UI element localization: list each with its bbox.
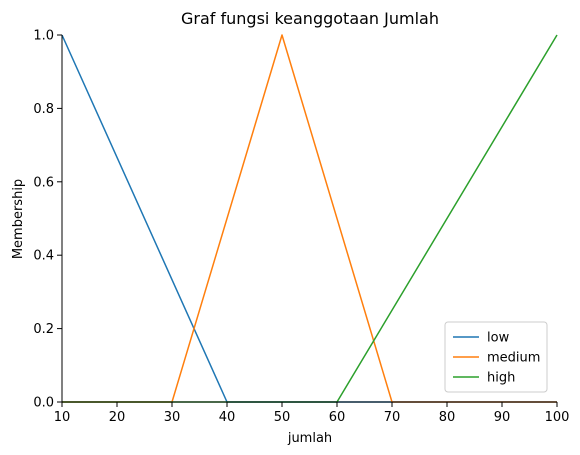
x-tick-label: 90 (494, 410, 511, 425)
x-tick-label: 20 (109, 410, 126, 425)
y-tick-label: 0.6 (33, 175, 54, 190)
y-axis-title: Membership (11, 179, 26, 259)
x-tick-label: 70 (384, 410, 401, 425)
y-tick-label: 0.4 (33, 249, 54, 264)
x-tick-label: 50 (274, 410, 291, 425)
x-axis-title: jumlah (287, 431, 332, 446)
x-tick-label: 10 (54, 410, 71, 425)
y-tick-label: 0.8 (33, 102, 54, 117)
x-tick-label: 100 (545, 410, 570, 425)
chart-title: Graf fungsi keanggotaan Jumlah (181, 9, 439, 28)
y-tick-label: 0.0 (33, 396, 54, 411)
x-tick-label: 40 (219, 410, 236, 425)
legend-box (444, 321, 548, 393)
y-tick-label: 1.0 (33, 29, 54, 44)
x-tick-label: 60 (329, 410, 346, 425)
x-tick-label: 80 (439, 410, 456, 425)
legend-label-medium: medium (487, 351, 540, 366)
legend-label-high: high (487, 371, 515, 386)
legend-label-low: low (487, 331, 510, 346)
y-tick-label: 0.2 (33, 322, 54, 337)
plot-area: 10 20 30 40 50 60 70 80 90 100 0.0 0.2 0.4 0.6 0.8 1.0 (33, 29, 569, 426)
x-tick-label: 30 (164, 410, 181, 425)
legend: low medium high (444, 321, 548, 393)
